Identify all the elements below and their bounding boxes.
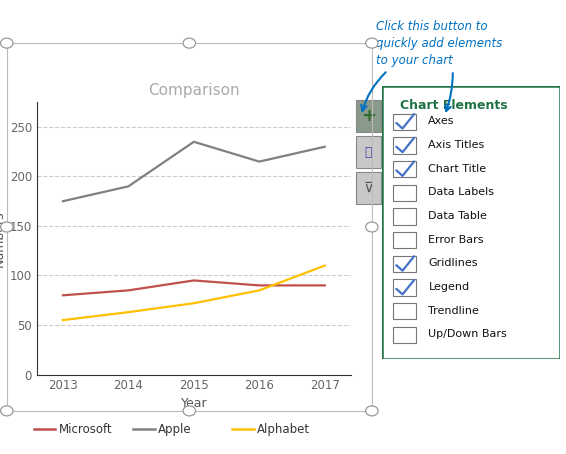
Text: Axes: Axes [428, 116, 455, 126]
FancyBboxPatch shape [393, 279, 416, 296]
Text: Up/Down Bars: Up/Down Bars [428, 330, 507, 340]
Text: Legend: Legend [428, 282, 470, 292]
Y-axis label: Numbers: Numbers [0, 210, 6, 266]
FancyBboxPatch shape [355, 172, 381, 204]
Text: Microsoft: Microsoft [59, 423, 113, 435]
FancyBboxPatch shape [393, 161, 416, 177]
Text: Axis Titles: Axis Titles [428, 140, 484, 150]
X-axis label: Year: Year [181, 397, 207, 410]
Text: Trendline: Trendline [428, 306, 479, 316]
Text: Chart Title: Chart Title [428, 163, 487, 173]
FancyBboxPatch shape [355, 100, 381, 133]
FancyBboxPatch shape [393, 327, 416, 343]
FancyBboxPatch shape [393, 303, 416, 320]
Text: ⊽: ⊽ [363, 181, 374, 195]
Text: 🖌: 🖌 [365, 146, 372, 158]
Text: Error Bars: Error Bars [428, 235, 484, 245]
FancyBboxPatch shape [393, 256, 416, 272]
Text: Data Labels: Data Labels [428, 187, 495, 197]
FancyBboxPatch shape [393, 232, 416, 248]
Text: +: + [361, 107, 376, 125]
FancyBboxPatch shape [393, 185, 416, 201]
FancyBboxPatch shape [393, 208, 416, 225]
Text: Gridlines: Gridlines [428, 258, 478, 268]
FancyBboxPatch shape [355, 136, 381, 168]
Text: Click this button to
quickly add elements
to your chart: Click this button to quickly add element… [376, 20, 503, 68]
Text: Data Table: Data Table [428, 211, 487, 221]
FancyBboxPatch shape [393, 114, 416, 130]
FancyBboxPatch shape [393, 137, 416, 153]
Text: Apple: Apple [158, 423, 191, 435]
FancyBboxPatch shape [382, 86, 560, 359]
Text: Alphabet: Alphabet [257, 423, 310, 435]
Text: Chart Elements: Chart Elements [400, 99, 508, 112]
Title: Comparison: Comparison [148, 83, 239, 98]
